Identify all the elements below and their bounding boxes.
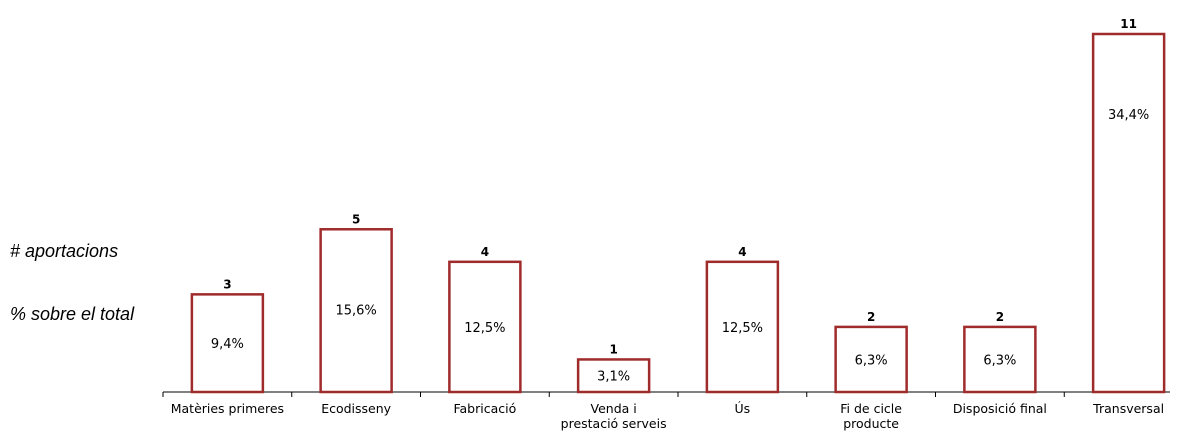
category-label: Ús: [735, 401, 751, 416]
bar-percent-label: 15,6%: [335, 303, 376, 318]
bar: [963, 325, 1037, 394]
bar: [834, 325, 908, 394]
bar: [1091, 32, 1166, 394]
category-label: Disposició final: [953, 401, 1047, 416]
bar-count-label: 2: [867, 310, 875, 324]
bar-percent-label: 12,5%: [464, 321, 505, 336]
category-label: Fi de cicle producte: [840, 401, 902, 431]
bar-percent-label: 34,4%: [1108, 108, 1149, 123]
legend-count-label: # aportacions: [10, 241, 119, 261]
bar-count-label: 4: [738, 245, 746, 259]
bar: [319, 228, 393, 394]
bar: [576, 358, 651, 394]
category-label: Fabricació: [453, 401, 516, 416]
category-label: Ecodisseny: [321, 401, 391, 416]
bar-count-label: 11: [1120, 17, 1137, 31]
bar-percent-label: 6,3%: [855, 353, 888, 368]
bar-count-label: 2: [996, 310, 1004, 324]
bar-percent-label: 12,5%: [722, 321, 763, 336]
bar-percent-label: 9,4%: [211, 337, 244, 352]
bar: [190, 293, 265, 394]
bar: [448, 260, 522, 394]
category-label: Matèries primeres: [171, 401, 284, 416]
category-label: Venda i prestació serveis: [561, 401, 667, 431]
bar-count-label: 3: [223, 277, 231, 291]
bar-count-label: 5: [352, 212, 360, 226]
category-label: Transversal: [1092, 401, 1164, 416]
bar-percent-label: 6,3%: [983, 353, 1016, 368]
legend-percent-label: % sobre el total: [10, 304, 135, 324]
bar-count-label: 1: [609, 342, 617, 356]
bar-count-label: 4: [481, 245, 489, 259]
bar: [705, 260, 780, 394]
bar-percent-label: 3,1%: [597, 370, 630, 385]
